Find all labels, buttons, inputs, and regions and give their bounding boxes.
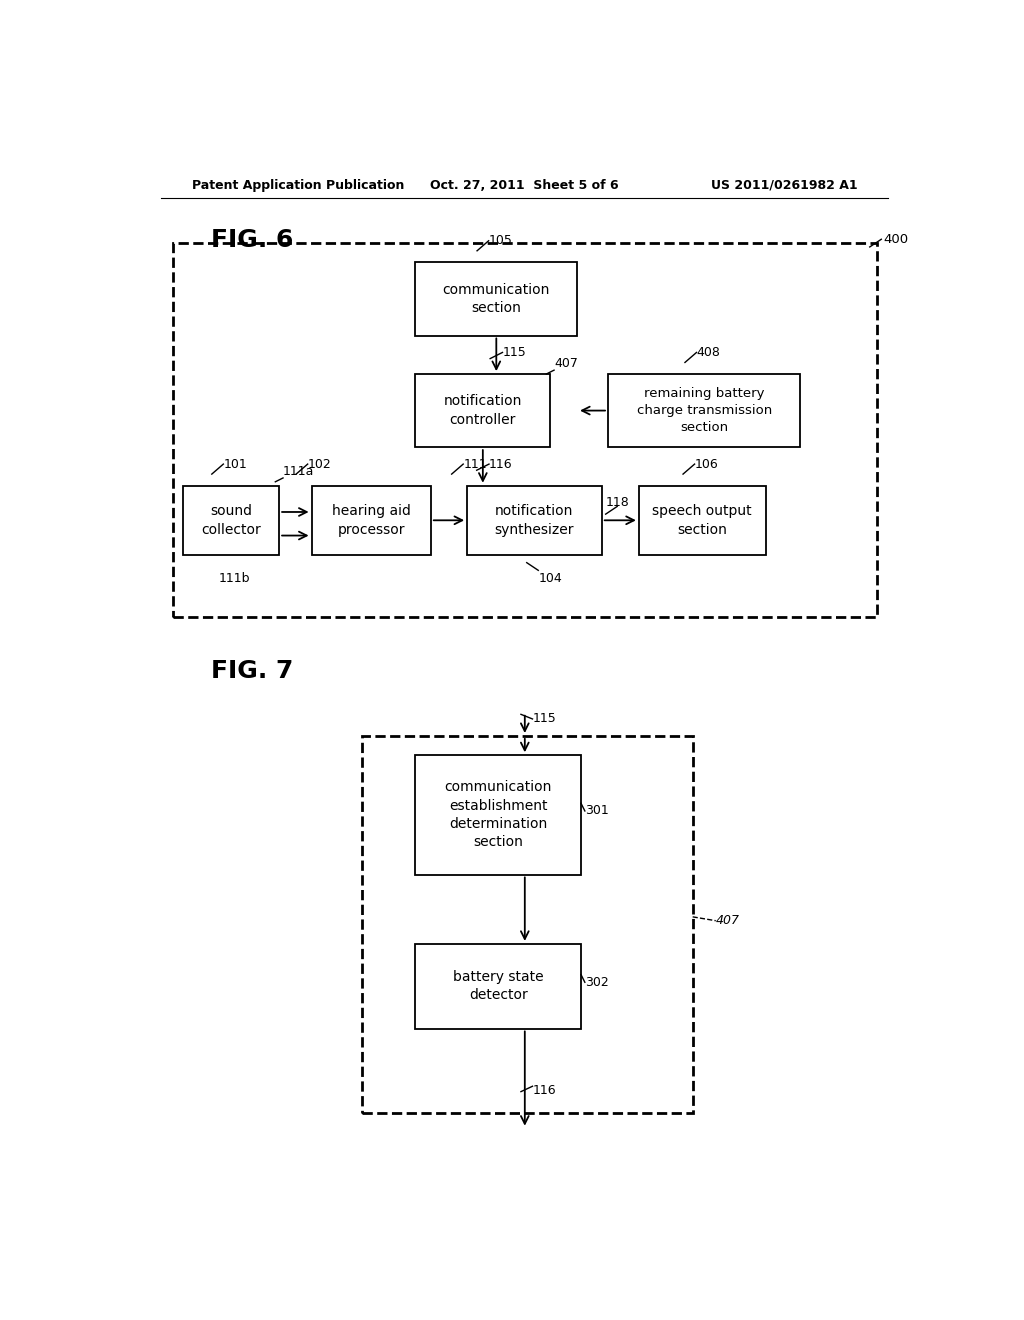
Bar bbox=[416, 374, 550, 447]
Text: speech output
section: speech output section bbox=[652, 504, 752, 536]
Text: communication
section: communication section bbox=[442, 282, 550, 315]
Text: FIG. 6: FIG. 6 bbox=[211, 227, 294, 252]
Bar bbox=[608, 374, 801, 447]
Text: 111a: 111a bbox=[283, 465, 314, 478]
Text: 118: 118 bbox=[605, 496, 630, 508]
Bar bbox=[416, 944, 581, 1028]
Bar bbox=[416, 755, 581, 875]
Text: communication
establishment
determination
section: communication establishment determinatio… bbox=[444, 780, 552, 850]
Text: 407: 407 bbox=[554, 358, 578, 370]
Text: hearing aid
processor: hearing aid processor bbox=[332, 504, 411, 536]
Text: 111: 111 bbox=[463, 458, 486, 471]
Text: Patent Application Publication: Patent Application Publication bbox=[193, 178, 404, 191]
Bar bbox=[416, 263, 578, 335]
Text: 116: 116 bbox=[489, 458, 513, 471]
Text: sound
collector: sound collector bbox=[201, 504, 261, 536]
Text: remaining battery
charge transmission
section: remaining battery charge transmission se… bbox=[637, 387, 772, 434]
Text: 115: 115 bbox=[532, 713, 556, 726]
Bar bbox=[183, 486, 280, 554]
Text: 400: 400 bbox=[884, 232, 908, 246]
Text: 407: 407 bbox=[716, 915, 739, 927]
Text: notification
controller: notification controller bbox=[443, 395, 522, 426]
Text: 101: 101 bbox=[223, 458, 247, 471]
Text: 116: 116 bbox=[532, 1084, 556, 1097]
Text: battery state
detector: battery state detector bbox=[453, 970, 544, 1002]
Text: 106: 106 bbox=[694, 458, 718, 471]
Bar bbox=[639, 486, 766, 554]
Text: 111b: 111b bbox=[219, 572, 251, 585]
Text: 104: 104 bbox=[539, 572, 562, 585]
Text: 301: 301 bbox=[585, 804, 608, 817]
Text: Oct. 27, 2011  Sheet 5 of 6: Oct. 27, 2011 Sheet 5 of 6 bbox=[430, 178, 620, 191]
Text: US 2011/0261982 A1: US 2011/0261982 A1 bbox=[711, 178, 857, 191]
Text: 115: 115 bbox=[503, 346, 526, 359]
Text: 408: 408 bbox=[696, 346, 721, 359]
Text: 102: 102 bbox=[307, 458, 332, 471]
Bar bbox=[467, 486, 602, 554]
Bar bbox=[311, 486, 431, 554]
Text: FIG. 7: FIG. 7 bbox=[211, 659, 294, 682]
Bar bbox=[173, 243, 878, 616]
Text: 105: 105 bbox=[488, 234, 512, 247]
Bar bbox=[361, 737, 692, 1113]
Text: notification
synthesizer: notification synthesizer bbox=[495, 504, 574, 536]
Text: 302: 302 bbox=[585, 975, 608, 989]
